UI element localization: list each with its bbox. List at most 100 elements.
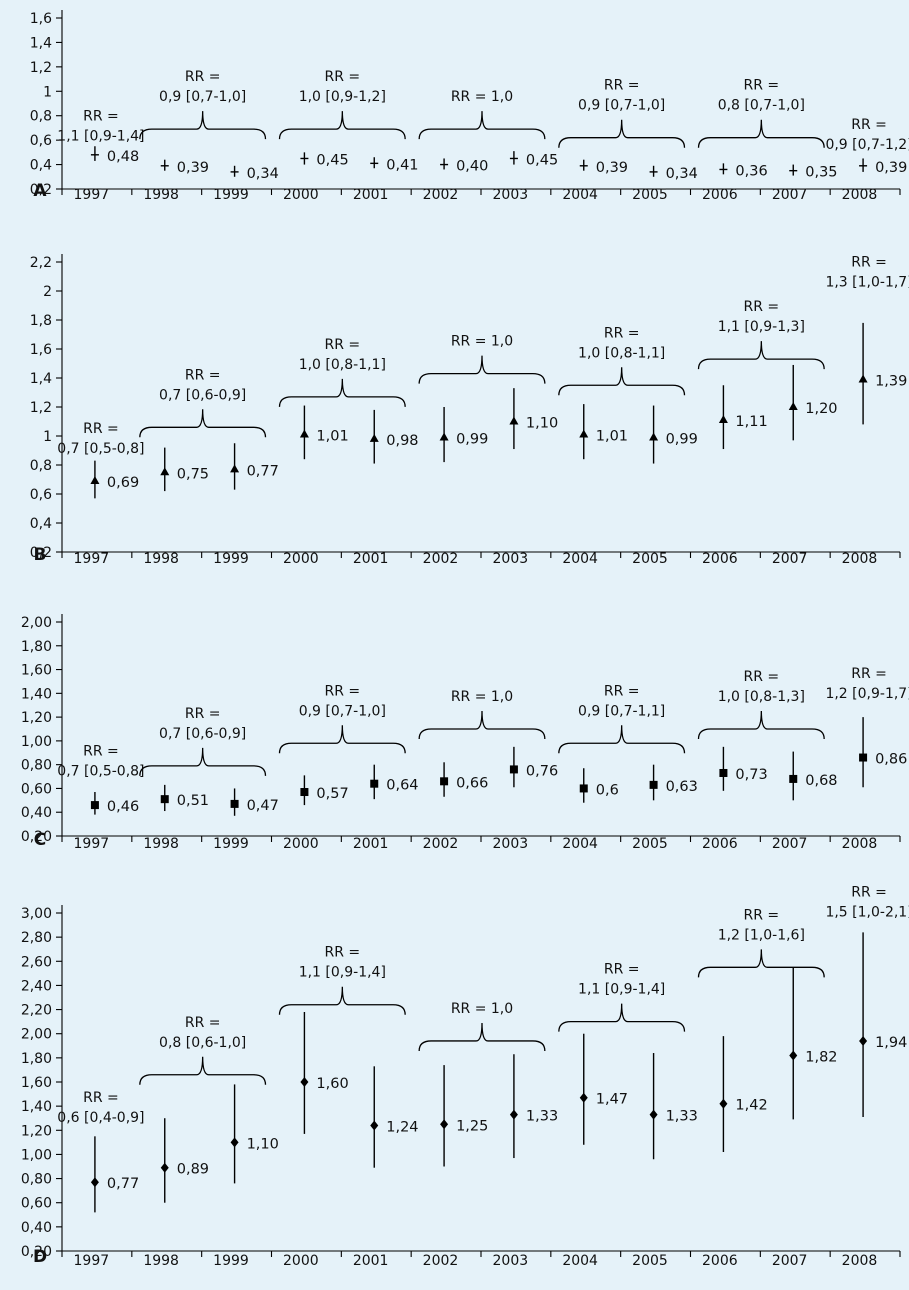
panel-a-y-tick-label: 0,4	[30, 158, 52, 174]
panel-d-y-tick-label: 1,60	[21, 1075, 52, 1091]
panel-b-marker-triangle	[90, 475, 100, 484]
panel-a-y-tick-label: 1,6	[30, 11, 52, 27]
panel-a-x-label: 1997	[74, 187, 110, 203]
panel-b-value-label: 1,01	[316, 429, 348, 445]
panel-b-x-label: 2005	[632, 551, 668, 567]
panel-b-marker-triangle	[718, 415, 728, 424]
panel-a-y-tick-label: 1	[43, 84, 52, 100]
panel-d-brace	[418, 1022, 546, 1051]
panel-d-value-label: 1,33	[666, 1109, 698, 1125]
panel-b-rr-label: 1,1 [0,9-1,3]	[718, 319, 805, 335]
panel-d-marker-diamond	[370, 1120, 379, 1131]
panel-b-rr-label: RR =	[604, 325, 640, 341]
panel-b-brace	[278, 378, 406, 407]
panel-b-marker-triangle	[788, 402, 798, 410]
panel-c-value-label: 0,63	[666, 779, 698, 795]
panel-b-marker-triangle	[299, 429, 309, 438]
panel-a-rr-label: RR =	[851, 117, 887, 133]
panel-a-brace	[139, 111, 267, 140]
panel-b-value-label: 0,75	[177, 466, 209, 482]
panel-c-rr-label: RR =	[851, 666, 887, 682]
panel-b-value-label: 0,99	[456, 431, 488, 447]
panel-d-rr-label: RR =	[744, 907, 780, 923]
panel-b-rr-label: RR =	[325, 337, 361, 353]
panel-a-value-label: 0,48	[107, 149, 139, 165]
panel-c-x-label: 1998	[143, 836, 179, 852]
panel-a-rr-label: 0,9 [0,7-1,0]	[159, 89, 246, 105]
panel-b-y-tick-label: 0,2	[30, 545, 52, 561]
panel-a-y-tick-label: 0,8	[30, 109, 52, 125]
panel-b-value-label: 1,39	[875, 373, 907, 389]
panel-c-rr-label: RR =	[83, 743, 119, 759]
panel-d-y-tick-label: 2,80	[21, 930, 52, 946]
panel-d-rr-label: RR =	[851, 885, 887, 901]
panel-d-value-label: 0,89	[177, 1162, 209, 1178]
panel-b-rr-label: RR =	[185, 367, 221, 383]
panel-d-value-label: 1,25	[456, 1118, 488, 1134]
panel-b-brace	[697, 341, 825, 370]
panel-b-y-tick-label: 0,8	[30, 458, 52, 474]
panel-a-value-label: 0,39	[875, 160, 907, 176]
panel-c-rr-label: 0,7 [0,6-0,9]	[159, 726, 246, 742]
panel-b-y-tick-label: 2,2	[30, 255, 52, 271]
panel-b-y-tick-label: 1,8	[30, 313, 52, 329]
panel-b-x-label: 2004	[562, 551, 598, 567]
panel-b-y-tick-label: 0,6	[30, 487, 52, 503]
panel-a-value-label: 0,35	[805, 165, 837, 181]
panel-c-x-label: 2001	[353, 836, 389, 852]
panel-b-x-label: 1999	[213, 551, 249, 567]
panel-c-rr-label: RR =	[325, 683, 361, 699]
panel-b-y-tick-label: 2	[43, 284, 52, 300]
panel-d-y-tick-label: 2,00	[21, 1027, 52, 1043]
panel-a-value-label: 0,41	[386, 157, 418, 173]
panel-a-value-label: 0,45	[316, 152, 348, 168]
panel-b-x-label: 1997	[74, 551, 110, 567]
panel-a-rr-label: RR =	[325, 69, 361, 85]
panel-d-brace	[558, 1003, 686, 1032]
panel-d-y-tick-label: 0,80	[21, 1172, 52, 1188]
panel-a-x-label: 1998	[143, 187, 179, 203]
panel-d-marker-diamond	[859, 1035, 868, 1046]
panel-d-rr-label: 1,2 [1,0-1,6]	[718, 927, 805, 943]
panel-d-x-label: 1999	[213, 1253, 249, 1269]
panel-a-x-label: 2003	[493, 187, 529, 203]
panel-d-x-label: 2004	[562, 1253, 598, 1269]
panel-c-value-label: 0,64	[386, 778, 418, 794]
panel-b-y-tick-label: 1,4	[30, 371, 52, 387]
panel-c-rr-label: RR = 1,0	[451, 689, 513, 705]
panel-d-x-label: 2003	[493, 1253, 529, 1269]
panel-c-rr-label: 0,7 [0,5-0,8]	[57, 763, 144, 779]
panel-d-rr-label: RR =	[185, 1015, 221, 1031]
panel-d-y-tick-label: 2,60	[21, 954, 52, 970]
panel-a-value-label: 0,39	[177, 160, 209, 176]
panel-a-rr-label: RR =	[604, 78, 640, 94]
panel-a-rr-label: 0,9 [0,7-1,0]	[578, 98, 665, 114]
panel-c-brace	[558, 725, 686, 754]
panel-d-rr-label: RR =	[325, 945, 361, 961]
panel-c-marker-square	[859, 753, 868, 762]
panel-a-x-label: 2006	[702, 187, 738, 203]
panel-c-y-tick-label: 0,60	[21, 781, 52, 797]
panel-b-x-label: 2008	[842, 551, 878, 567]
panel-b-rr-label: 0,7 [0,5-0,8]	[57, 441, 144, 457]
panel-c-value-label: 0,46	[107, 799, 139, 815]
panel-c-brace	[418, 710, 546, 740]
panel-b-brace	[139, 409, 267, 438]
panel-a-x-label: 1999	[213, 187, 249, 203]
panel-b-value-label: 1,01	[596, 429, 628, 445]
panel-b-marker-triangle	[509, 416, 519, 425]
panel-d-x-label: 2002	[423, 1253, 459, 1269]
panel-d-x-label: 2006	[702, 1253, 738, 1269]
panel-b-value-label: 1,11	[735, 414, 767, 430]
panel-a-y-tick-label: 1,2	[30, 60, 52, 76]
panel-d-x-label: 2008	[842, 1253, 878, 1269]
panel-c-rr-label: 1,0 [0,8-1,3]	[718, 689, 805, 705]
panel-d-marker-diamond	[719, 1098, 728, 1109]
panel-a-x-label: 2008	[842, 187, 878, 203]
panel-c-rr-label: RR =	[604, 683, 640, 699]
panel-c-value-label: 0,51	[177, 793, 209, 809]
panel-a-value-label: 0,40	[456, 159, 488, 175]
panel-c-y-tick-label: 1,00	[21, 734, 52, 750]
panel-b-x-label: 2002	[423, 551, 459, 567]
panel-c-marker-square	[719, 768, 728, 777]
